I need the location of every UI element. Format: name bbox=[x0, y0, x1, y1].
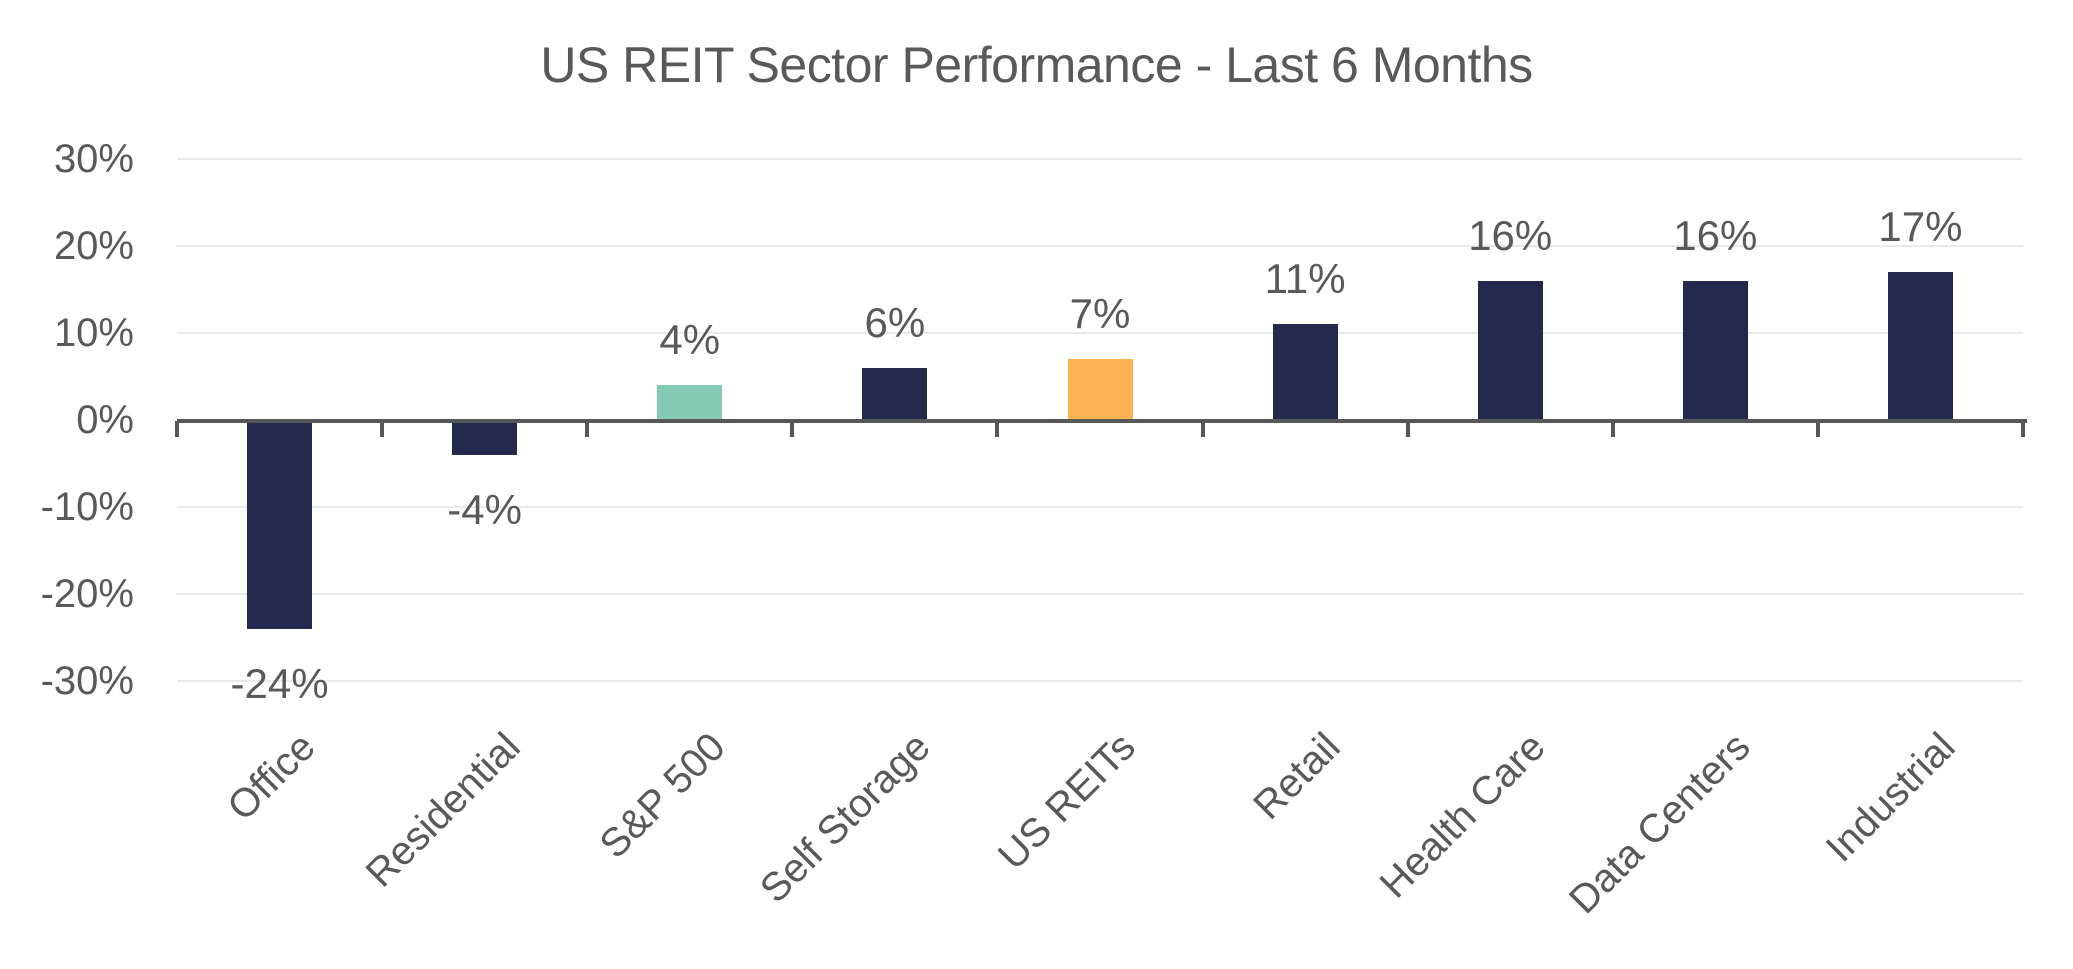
axis-tick bbox=[995, 421, 1000, 437]
y-tick-label: 0% bbox=[76, 398, 134, 442]
bar-health-care bbox=[1477, 280, 1543, 420]
category-label-industrial: Industrial bbox=[1818, 724, 1965, 871]
category-label-health-care: Health Care bbox=[1371, 724, 1554, 907]
category-label-data-centers: Data Centers bbox=[1561, 724, 1760, 923]
chart-title: US REIT Sector Performance - Last 6 Mont… bbox=[540, 37, 1533, 93]
category-label-s-p-500: S&P 500 bbox=[591, 724, 734, 867]
gridline-20% bbox=[177, 245, 2023, 247]
y-tick-label: 30% bbox=[53, 137, 134, 181]
axis-tick bbox=[1200, 421, 1205, 437]
value-label-retail: 11% bbox=[1264, 255, 1346, 303]
bar-self-storage bbox=[862, 367, 928, 420]
axis-tick bbox=[585, 421, 590, 437]
value-label-self-storage: 6% bbox=[864, 298, 926, 346]
y-tick-label: -20% bbox=[40, 572, 134, 616]
axis-tick bbox=[790, 421, 795, 437]
gridline--10% bbox=[177, 506, 2023, 508]
x-axis-line bbox=[177, 419, 2027, 423]
gridline-30% bbox=[177, 158, 2023, 160]
value-label-us-reits: 7% bbox=[1069, 290, 1131, 338]
gridline--30% bbox=[177, 680, 2023, 682]
axis-tick bbox=[380, 421, 385, 437]
value-label-s-p-500: 4% bbox=[659, 316, 721, 364]
category-label-us-reits: US REITs bbox=[990, 724, 1144, 879]
category-label-self-storage: Self Storage bbox=[751, 724, 939, 912]
value-label-health-care: 16% bbox=[1468, 211, 1553, 259]
category-label-office: Office bbox=[218, 724, 324, 830]
axis-tick bbox=[1405, 421, 1410, 437]
bar-industrial bbox=[1887, 272, 1953, 420]
gridline--20% bbox=[177, 593, 2023, 595]
value-label-data-centers: 16% bbox=[1673, 211, 1758, 259]
y-tick-label: 10% bbox=[53, 311, 134, 355]
y-tick-label: -10% bbox=[40, 485, 134, 529]
bar-retail bbox=[1272, 324, 1338, 420]
value-label-office: -24% bbox=[230, 659, 329, 707]
axis-tick bbox=[1610, 421, 1615, 437]
axis-tick bbox=[175, 421, 179, 437]
axis-tick bbox=[1815, 421, 1820, 437]
bar-s-p-500 bbox=[657, 385, 723, 420]
bar-us-reits bbox=[1067, 359, 1133, 420]
value-label-industrial: 17% bbox=[1878, 203, 1963, 251]
value-label-residential: -4% bbox=[447, 485, 522, 533]
category-label-residential: Residential bbox=[357, 724, 529, 896]
category-label-retail: Retail bbox=[1245, 724, 1349, 829]
bar-data-centers bbox=[1682, 280, 1748, 420]
y-tick-label: 20% bbox=[53, 224, 134, 268]
bar-residential bbox=[452, 420, 518, 455]
axis-tick bbox=[2021, 421, 2025, 437]
bar-office bbox=[247, 420, 313, 629]
gridline-10% bbox=[177, 332, 2023, 334]
y-tick-label: -30% bbox=[40, 659, 134, 703]
